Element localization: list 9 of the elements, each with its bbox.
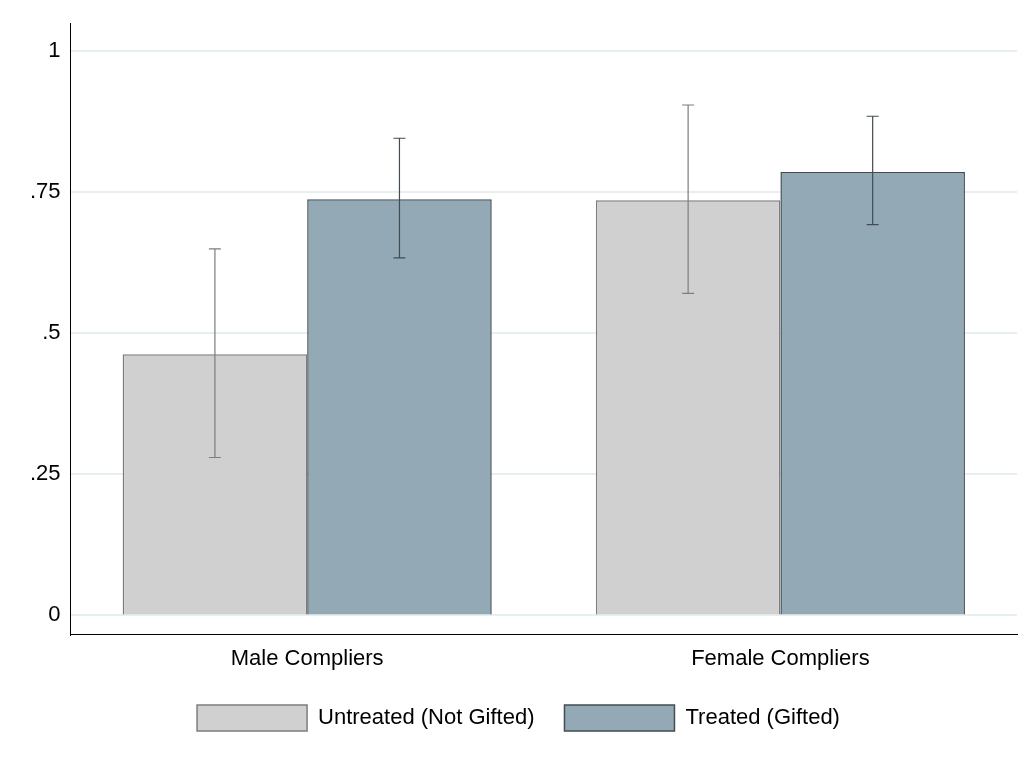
legend-label: Untreated (Not Gifted) <box>318 704 535 730</box>
y-tick-label: .5 <box>42 319 61 345</box>
x-tick-label: Female Compliers <box>691 644 870 670</box>
y-tick-label: 0 <box>48 601 61 627</box>
y-tick-label: 1 <box>48 37 61 63</box>
x-tick-label: Male Compliers <box>230 644 384 670</box>
y-tick-label: .25 <box>29 460 61 486</box>
legend-label: Treated (Gifted) <box>685 704 840 730</box>
y-tick-label: .75 <box>29 178 61 204</box>
